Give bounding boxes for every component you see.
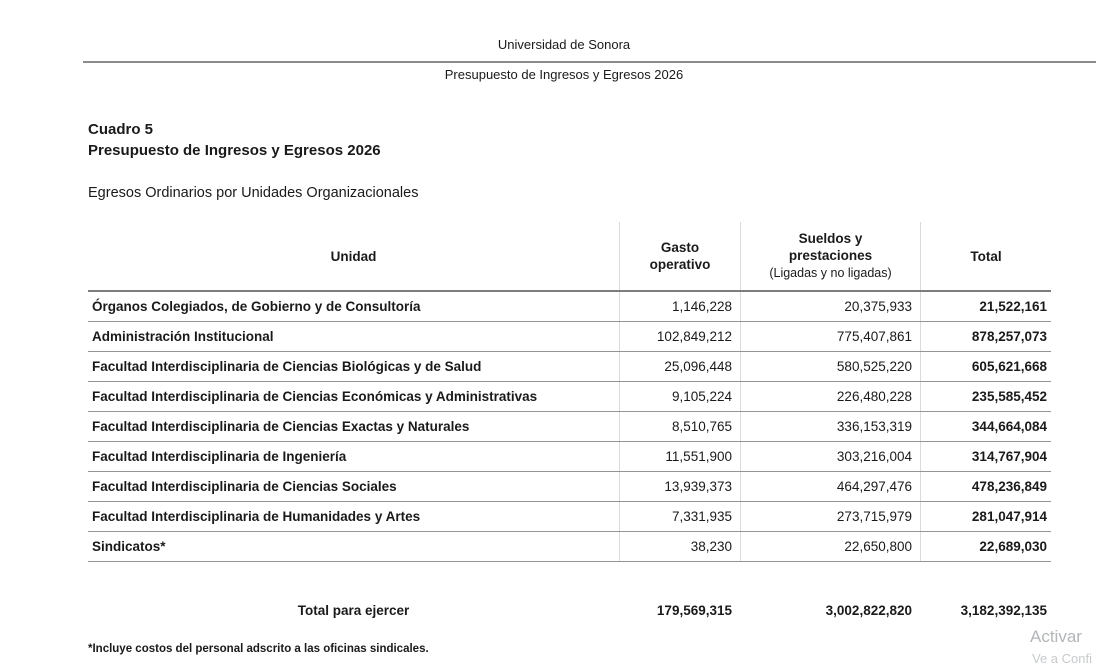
unit-name-cell: Facultad Interdisciplinaria de Ciencias … xyxy=(92,419,470,434)
gasto-operativo-cell: 13,939,373 xyxy=(619,472,740,501)
table-title-cuadro: Cuadro 5 xyxy=(88,121,154,138)
page-header-university: Universidad de Sonora xyxy=(497,37,631,52)
table-row: Facultad Interdisciplinaria de Ingenierí… xyxy=(88,442,1051,472)
total-cell: 878,257,073 xyxy=(920,322,1051,351)
grand-total: 3,182,392,135 xyxy=(960,602,1047,618)
sueldos-prestaciones-cell: 226,480,228 xyxy=(740,382,920,411)
gasto-operativo-cell: 7,331,935 xyxy=(619,502,740,531)
total-cell: 478,236,849 xyxy=(920,472,1051,501)
unit-name-cell: Facultad Interdisciplinaria de Ciencias … xyxy=(92,359,482,374)
table-row: Sindicatos* 38,230 22,650,800 22,689,030 xyxy=(88,532,1051,562)
total-cell: 21,522,161 xyxy=(920,292,1051,321)
table-row: Administración Institucional 102,849,212 7… xyxy=(88,322,1051,352)
sueldos-prestaciones-cell: 775,407,861 xyxy=(740,322,920,351)
page-header-document-title: Presupuesto de Ingresos y Egresos 2026 xyxy=(444,67,684,82)
gasto-operativo-cell: 1,146,228 xyxy=(619,292,740,321)
footnote: *Incluye costos del personal adscrito a … xyxy=(88,643,429,655)
sueldos-prestaciones-cell: 580,525,220 xyxy=(740,352,920,381)
unit-name-cell: Facultad Interdisciplinaria de Ingenierí… xyxy=(92,449,347,464)
total-row-label: Total para ejercer xyxy=(297,602,410,618)
sueldos-prestaciones-cell: 303,216,004 xyxy=(740,442,920,471)
table-subtitle: Egresos Ordinarios por Unidades Organiza… xyxy=(88,185,419,201)
unit-name-cell: Facultad Interdisciplinaria de Humanidad… xyxy=(92,509,421,524)
windows-activation-watermark-line2: Ve a Confi xyxy=(1032,651,1092,666)
column-header-total: Total xyxy=(920,222,1051,290)
unit-name-cell: Órganos Colegiados, de Gobierno y de Con… xyxy=(92,299,421,314)
total-cell: 22,689,030 xyxy=(920,532,1051,561)
total-cell: 281,047,914 xyxy=(920,502,1051,531)
sueldos-prestaciones-cell: 464,297,476 xyxy=(740,472,920,501)
sueldos-prestaciones-cell: 336,153,319 xyxy=(740,412,920,441)
gasto-operativo-cell: 11,551,900 xyxy=(619,442,740,471)
gasto-operativo-cell: 102,849,212 xyxy=(619,322,740,351)
total-gasto-operativo: 179,569,315 xyxy=(656,602,732,618)
gasto-operativo-cell: 38,230 xyxy=(619,532,740,561)
unit-name-cell: Administración Institucional xyxy=(92,329,274,344)
windows-activation-watermark-line1: Activar xyxy=(1030,627,1082,646)
table-row: Facultad Interdisciplinaria de Humanidad… xyxy=(88,502,1051,532)
table-title-block: Cuadro 5 Presupuesto de Ingresos y Egres… xyxy=(88,119,381,161)
table-row: Órganos Colegiados, de Gobierno y de Con… xyxy=(88,292,1051,322)
budget-table: Unidad Gasto operativo Sueldos y prestac… xyxy=(88,222,1051,562)
table-row: Facultad Interdisciplinaria de Ciencias … xyxy=(88,382,1051,412)
column-header-unidad: Unidad xyxy=(330,248,377,264)
unit-name-cell: Facultad Interdisciplinaria de Ciencias … xyxy=(92,389,538,404)
table-header-row: Unidad Gasto operativo Sueldos y prestac… xyxy=(88,222,1051,292)
header-rule-divider xyxy=(83,61,1096,63)
table-body: Órganos Colegiados, de Gobierno y de Con… xyxy=(88,292,1051,562)
sueldos-prestaciones-cell: 22,650,800 xyxy=(740,532,920,561)
gasto-operativo-cell: 8,510,765 xyxy=(619,412,740,441)
total-cell: 344,664,084 xyxy=(920,412,1051,441)
unit-name-cell: Facultad Interdisciplinaria de Ciencias … xyxy=(92,479,397,494)
table-row: Facultad Interdisciplinaria de Ciencias … xyxy=(88,412,1051,442)
total-cell: 235,585,452 xyxy=(920,382,1051,411)
unit-name-cell: Sindicatos* xyxy=(92,539,166,554)
total-row: Total para ejercer 179,569,315 3,002,822… xyxy=(88,595,1051,625)
sueldos-prestaciones-cell: 273,715,979 xyxy=(740,502,920,531)
table-row: Facultad Interdisciplinaria de Ciencias … xyxy=(88,472,1051,502)
column-header-sueldos-subnote: (Ligadas y no ligadas) xyxy=(769,266,892,280)
column-header-sueldos-prestaciones: Sueldos y prestaciones (Ligadas y no lig… xyxy=(740,222,920,290)
total-sueldos-prestaciones: 3,002,822,820 xyxy=(825,602,912,618)
total-cell: 605,621,668 xyxy=(920,352,1051,381)
gasto-operativo-cell: 25,096,448 xyxy=(619,352,740,381)
total-cell: 314,767,904 xyxy=(920,442,1051,471)
table-row: Facultad Interdisciplinaria de Ciencias … xyxy=(88,352,1051,382)
sueldos-prestaciones-cell: 20,375,933 xyxy=(740,292,920,321)
gasto-operativo-cell: 9,105,224 xyxy=(619,382,740,411)
column-header-gasto-operativo: Gasto operativo xyxy=(619,222,740,290)
table-title-budget: Presupuesto de Ingresos y Egresos 2026 xyxy=(88,142,381,159)
